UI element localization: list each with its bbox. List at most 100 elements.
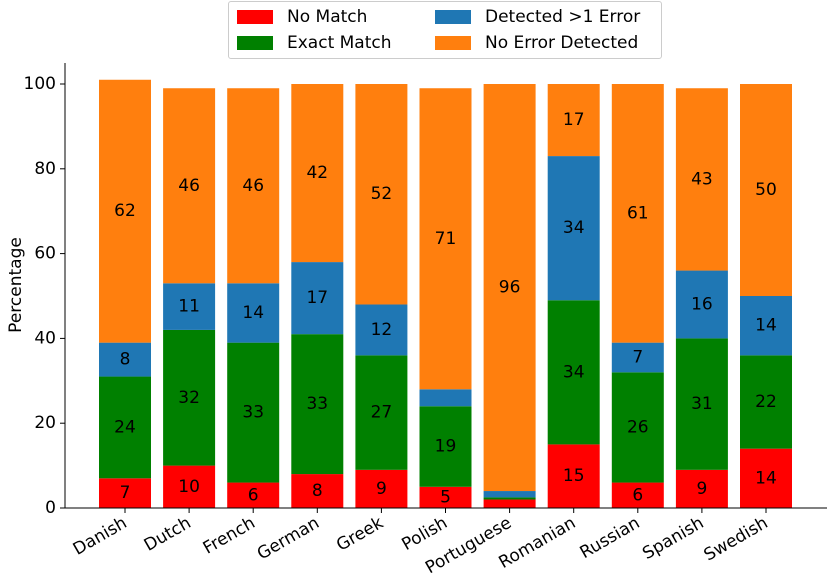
legend-label: No Error Detected (485, 33, 639, 53)
bar-segment-no-match-greek (355, 469, 408, 508)
segment-label: 14 (242, 303, 264, 323)
bar-segment-no-match-spanish (675, 469, 728, 508)
bar-segment-exact-match-polish (419, 406, 472, 487)
legend-swatch (237, 36, 273, 50)
bar-segment-no-match-dutch (163, 465, 216, 508)
bar-segment-no-error-detected-danish (99, 79, 151, 343)
bar-segment-detected-1-error-dutch (163, 283, 216, 330)
bar-segment-exact-match-danish (99, 376, 151, 479)
segment-label: 7 (632, 347, 643, 367)
bar-segment-no-error-detected-russian (611, 84, 664, 343)
segment-label: 43 (691, 169, 713, 189)
legend-item-exact-match: Exact Match (237, 33, 392, 53)
legend-item-detected-error: Detected >1 Error (435, 7, 640, 27)
bar-segment-no-match-portuguese (483, 499, 536, 508)
segment-label: 32 (178, 388, 200, 408)
segment-label: 71 (435, 229, 457, 249)
bar-segment-no-error-detected-swedish (740, 84, 792, 296)
y-tick-label: 60 (34, 244, 56, 264)
bar-segment-detected-1-error-spanish (675, 270, 728, 339)
segment-label: 34 (563, 362, 585, 382)
bar-segment-no-match-polish (419, 486, 472, 508)
segment-label: 52 (371, 184, 393, 204)
segment-label: 10 (178, 477, 200, 497)
bar-segment-no-error-detected-spanish (675, 88, 728, 271)
segment-label: 31 (691, 394, 713, 414)
bar-segment-exact-match-romanian (547, 300, 600, 445)
bar-segment-no-error-detected-dutch (163, 88, 216, 284)
bar-segment-no-error-detected-polish (419, 88, 472, 390)
x-tick-label: Swedish (701, 513, 772, 565)
legend-label: No Match (287, 7, 368, 27)
bar-segment-detected-1-error-french (227, 283, 280, 343)
x-tick-label: Dutch (141, 513, 195, 556)
y-axis-label: Percentage (6, 237, 26, 333)
bar-segment-exact-match-portuguese (483, 497, 536, 500)
bar-segment-exact-match-greek (355, 355, 408, 470)
segment-label: 19 (435, 437, 457, 457)
x-tick-label: Danish (70, 513, 131, 560)
segment-label: 8 (312, 481, 323, 501)
bar-segment-no-match-russian (611, 482, 664, 508)
y-tick-label: 80 (34, 159, 56, 179)
bars-group (99, 79, 792, 508)
bar-segment-exact-match-french (227, 342, 280, 483)
segment-label: 62 (114, 201, 136, 221)
bar-segment-exact-match-russian (611, 372, 664, 483)
segment-label: 16 (691, 294, 713, 314)
bar-segment-detected-1-error-swedish (740, 296, 792, 356)
bar-segment-no-error-detected-portuguese (483, 84, 536, 492)
bar-segment-no-error-detected-romanian (547, 84, 600, 157)
segment-label: 14 (755, 468, 777, 488)
y-tick-label: 40 (34, 328, 56, 348)
y-tick-label: 20 (34, 413, 56, 433)
segment-label: 12 (371, 320, 393, 340)
y-tick-label: 100 (24, 74, 56, 94)
segment-label: 11 (178, 297, 200, 317)
legend-item-no-match: No Match (237, 7, 367, 27)
bar-segment-no-error-detected-greek (355, 84, 408, 305)
segment-label: 6 (632, 485, 643, 505)
legend: No Match Exact Match Detected >1 Error N… (228, 1, 662, 59)
bar-segment-no-match-romanian (547, 444, 600, 508)
segment-label: 17 (306, 288, 328, 308)
y-tick-label: 0 (45, 498, 56, 518)
bar-segment-no-match-french (227, 482, 280, 508)
legend-label: Detected >1 Error (485, 7, 641, 27)
segment-label: 9 (376, 479, 387, 499)
segment-label: 34 (563, 218, 585, 238)
bar-segment-detected-1-error-danish (99, 342, 151, 377)
segment-label: 61 (627, 203, 649, 223)
x-tick-label: French (200, 513, 259, 559)
legend-swatch (435, 36, 471, 50)
y-axis: 0 20 40 60 80 100 (24, 63, 66, 518)
segment-label: 46 (178, 176, 200, 196)
bar-segment-no-match-german (291, 474, 344, 508)
legend-item-no-error-detected: No Error Detected (435, 33, 638, 53)
bar-segment-detected-1-error-german (291, 262, 344, 335)
segment-label: 33 (306, 394, 328, 414)
segment-label: 9 (696, 479, 707, 499)
bar-segment-no-error-detected-german (291, 84, 344, 263)
segment-label: 96 (499, 278, 521, 298)
segment-labels-group: 7248621032114663314468331742927125251971… (114, 110, 777, 507)
segment-label: 50 (755, 180, 777, 200)
segment-label: 14 (755, 316, 777, 336)
segment-label: 5 (440, 487, 451, 507)
segment-label: 27 (371, 403, 393, 423)
bar-segment-detected-1-error-romanian (547, 156, 600, 301)
segment-label: 46 (242, 176, 264, 196)
bar-segment-no-error-detected-french (227, 88, 280, 284)
segment-label: 7 (120, 483, 131, 503)
bar-segment-no-match-danish (99, 478, 151, 508)
bar-segment-exact-match-dutch (163, 329, 216, 466)
bar-segment-exact-match-german (291, 334, 344, 475)
segment-label: 22 (755, 392, 777, 412)
bar-segment-no-match-swedish (740, 448, 792, 508)
x-tick-label: German (254, 513, 323, 564)
legend-label: Exact Match (287, 33, 392, 53)
bar-segment-detected-1-error-russian (611, 342, 664, 373)
bar-segment-exact-match-swedish (740, 355, 792, 449)
x-tick-label: Greek (333, 513, 387, 556)
